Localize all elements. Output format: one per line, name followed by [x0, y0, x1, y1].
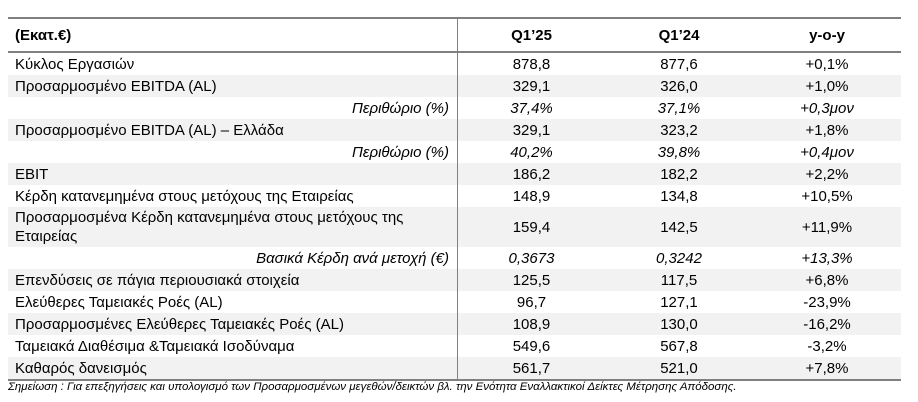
table-row: Ελεύθερες Ταμειακές Ροές (AL) 96,7 127,1…	[8, 291, 901, 313]
row-label: Επενδύσεις σε πάγια περιουσιακά στοιχεία	[15, 271, 300, 289]
table-row: EBIT 186,2 182,2 +2,2%	[8, 163, 901, 185]
row-label: EBIT	[15, 165, 49, 183]
cell-q1-25: 96,7	[457, 291, 605, 313]
table-row: Προσαρμοσμένο EBITDA (AL) – Ελλάδα 329,1…	[8, 119, 901, 141]
table-row-margin: Περιθώριο (%) 37,4% 37,1% +0,3μον	[8, 97, 901, 119]
cell-yoy: +7,8%	[805, 359, 849, 377]
row-label: Περιθώριο (%)	[352, 143, 449, 161]
cell-q1-24: 567,8	[660, 337, 698, 355]
header-col-yoy: y-o-y	[809, 26, 845, 44]
cell-q1-24: 117,5	[660, 271, 698, 289]
cell-yoy: -23,9%	[803, 293, 851, 311]
table-row: Κέρδη κατανεμημένα στους μετόχους της Ετ…	[8, 185, 901, 207]
cell-yoy: +1,0%	[805, 77, 849, 95]
cell-q1-25: 329,1	[457, 75, 605, 97]
cell-yoy: +1,8%	[805, 121, 849, 139]
table-row: Προσαρμοσμένες Ελεύθερες Ταμειακές Ροές …	[8, 313, 901, 335]
cell-yoy: +10,5%	[801, 187, 853, 205]
table-row: Κύκλος Εργασιών 878,8 877,6 +0,1%	[8, 53, 901, 75]
cell-yoy: +6,8%	[805, 271, 849, 289]
cell-q1-24: 127,1	[660, 293, 698, 311]
header-col-q1-24: Q1’24	[658, 26, 700, 44]
cell-q1-25: 878,8	[457, 53, 605, 75]
cell-q1-25: 37,4%	[457, 97, 605, 119]
cell-yoy: +2,2%	[805, 165, 849, 183]
cell-q1-24: 0,3242	[656, 249, 702, 267]
cell-q1-24: 323,2	[660, 121, 698, 139]
cell-yoy: +0,1%	[805, 55, 849, 73]
cell-yoy: +0,4μον	[800, 143, 854, 161]
table-row: Επενδύσεις σε πάγια περιουσιακά στοιχεία…	[8, 269, 901, 291]
row-label: Κύκλος Εργασιών	[15, 55, 135, 73]
cell-yoy: -3,2%	[807, 337, 847, 355]
table-row-margin: Περιθώριο (%) 40,2% 39,8% +0,4μον	[8, 141, 901, 163]
cell-q1-25: 108,9	[457, 313, 605, 335]
cell-yoy: +0,3μον	[800, 99, 854, 117]
table-row: Προσαρμοσμένα Κέρδη κατανεμημένα στους μ…	[8, 207, 901, 247]
cell-q1-24: 326,0	[660, 77, 698, 95]
cell-q1-25: 148,9	[457, 185, 605, 207]
cell-q1-24: 37,1%	[657, 99, 701, 117]
footnote: Σημείωση : Για επεξηγήσεις και υπολογισμ…	[8, 381, 737, 393]
row-label: Προσαρμοσμένο EBITDA (AL)	[15, 77, 217, 95]
cell-q1-25: 159,4	[457, 207, 605, 247]
cell-q1-24: 134,8	[660, 187, 698, 205]
row-label: Κέρδη κατανεμημένα στους μετόχους της Ετ…	[15, 187, 354, 205]
financial-results-table: (Εκατ.€) Q1’25 Q1’24 y-o-y Κύκλος Εργασι…	[8, 17, 901, 381]
cell-q1-25: 549,6	[457, 335, 605, 357]
cell-yoy: -16,2%	[803, 315, 851, 333]
table-row-eps: Βασικά Κέρδη ανά μετοχή (€) 0,3673 0,324…	[8, 247, 901, 269]
cell-q1-25: 40,2%	[457, 141, 605, 163]
row-label: Ταμειακά Διαθέσιμα &Ταμειακά Ισοδύναμα	[15, 337, 295, 355]
row-label: Προσαρμοσμένο EBITDA (AL) – Ελλάδα	[15, 121, 284, 139]
cell-q1-24: 182,2	[660, 165, 698, 183]
table-row: Προσαρμοσμένο EBITDA (AL) 329,1 326,0 +1…	[8, 75, 901, 97]
cell-q1-25: 561,7	[457, 357, 605, 379]
header-col-q1-25: Q1’25	[457, 19, 605, 51]
table-row: Ταμειακά Διαθέσιμα &Ταμειακά Ισοδύναμα 5…	[8, 335, 901, 357]
cell-q1-25: 125,5	[457, 269, 605, 291]
cell-q1-24: 521,0	[660, 359, 698, 377]
cell-q1-24: 142,5	[660, 218, 698, 236]
cell-q1-24: 877,6	[660, 55, 698, 73]
row-label: Ελεύθερες Ταμειακές Ροές (AL)	[15, 293, 223, 311]
table-row: Καθαρός δανεισμός 561,7 521,0 +7,8%	[8, 357, 901, 379]
row-label: Περιθώριο (%)	[352, 99, 449, 117]
cell-yoy: +13,3%	[801, 249, 853, 267]
row-label: Προσαρμοσμένα Κέρδη κατανεμημένα στους μ…	[15, 209, 404, 245]
header-unit-cell: (Εκατ.€)	[15, 26, 72, 44]
cell-q1-25: 329,1	[457, 119, 605, 141]
cell-q1-24: 39,8%	[657, 143, 701, 161]
cell-q1-25: 186,2	[457, 163, 605, 185]
cell-q1-25: 0,3673	[457, 247, 605, 269]
cell-yoy: +11,9%	[801, 218, 853, 236]
table-header-row: (Εκατ.€) Q1’25 Q1’24 y-o-y	[8, 19, 901, 53]
row-label: Καθαρός δανεισμός	[15, 359, 147, 377]
row-label: Προσαρμοσμένες Ελεύθερες Ταμειακές Ροές …	[15, 315, 344, 333]
cell-q1-24: 130,0	[660, 315, 698, 333]
row-label: Βασικά Κέρδη ανά μετοχή (€)	[256, 249, 449, 267]
